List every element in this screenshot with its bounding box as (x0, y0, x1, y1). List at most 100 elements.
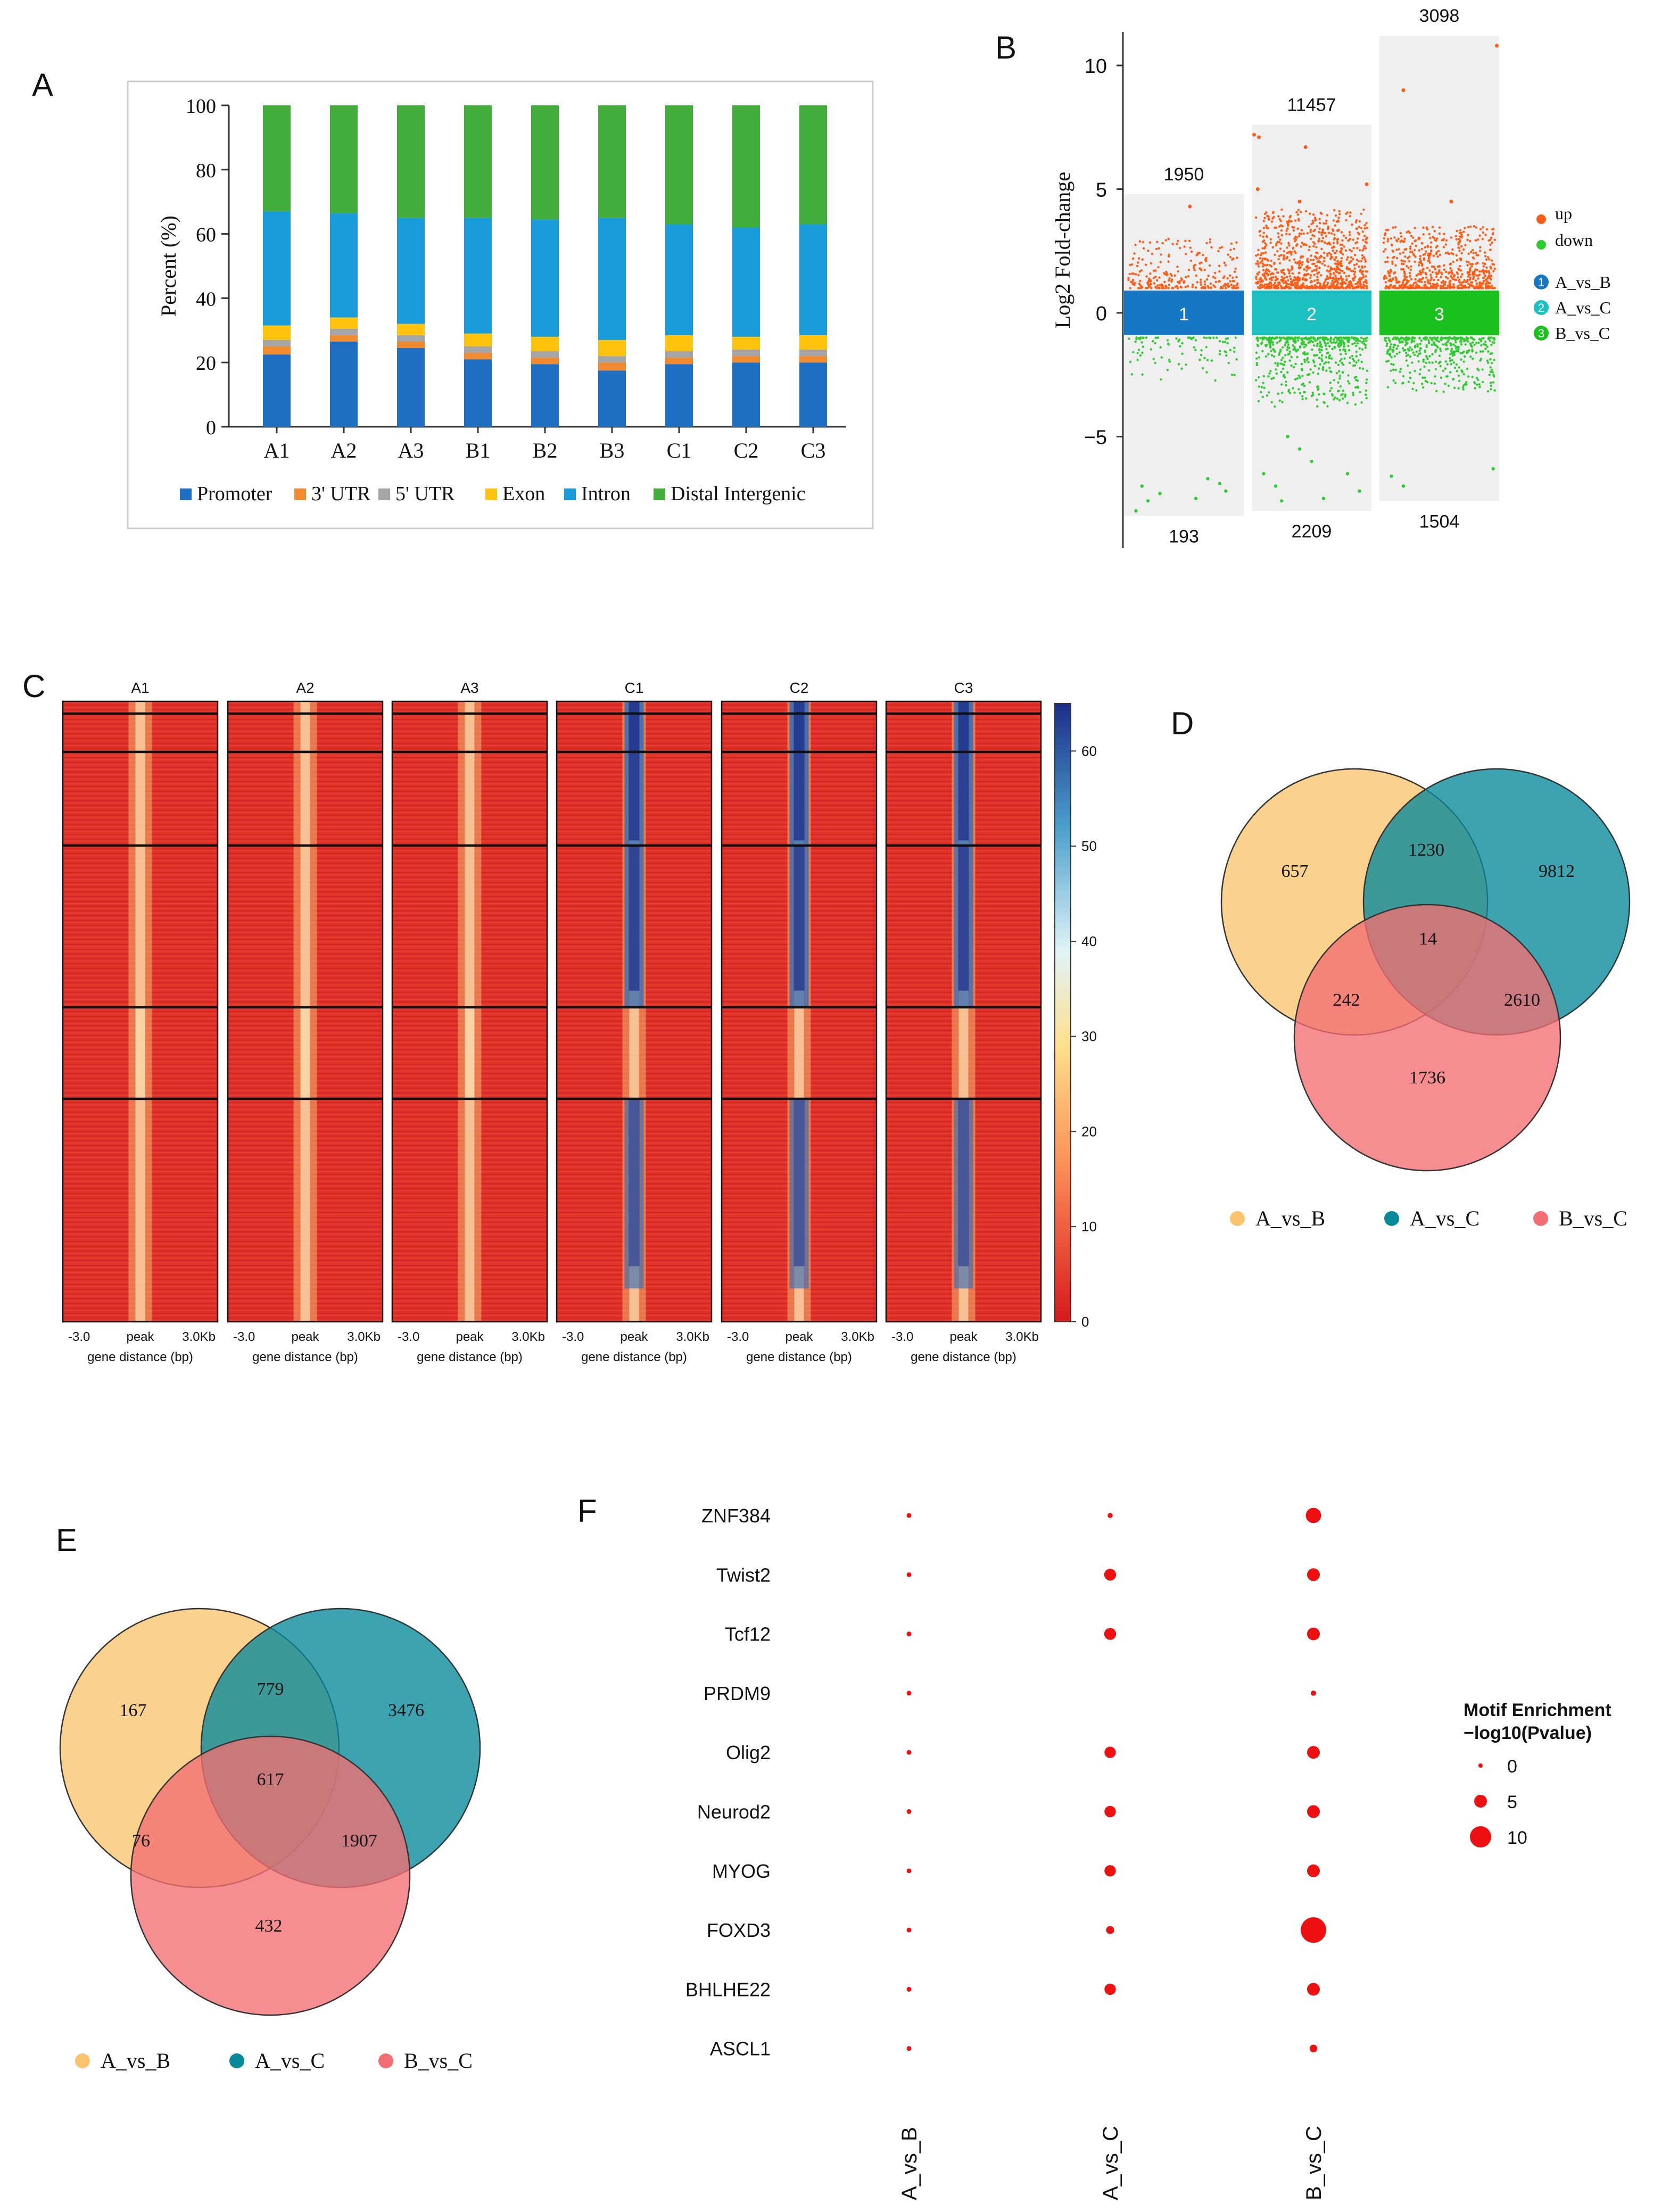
up-point (1341, 231, 1343, 234)
up-point (1324, 264, 1326, 267)
up-point (1462, 281, 1465, 284)
up-point (1309, 274, 1312, 277)
down-point (1463, 355, 1466, 358)
up-point (1282, 257, 1285, 260)
up-point (1149, 279, 1152, 283)
up-point (1154, 269, 1157, 272)
up-point (1291, 272, 1294, 275)
up-point (1473, 225, 1476, 228)
down-point (1418, 349, 1421, 352)
up-point (1411, 242, 1414, 245)
down-point (1416, 343, 1419, 346)
up-point (1478, 281, 1481, 285)
up-point (1490, 287, 1493, 289)
up-point (1134, 243, 1137, 246)
down-point (1413, 353, 1416, 357)
up-point (1259, 280, 1262, 283)
up-point (1424, 280, 1426, 284)
up-point (1151, 252, 1154, 255)
down-point (1444, 367, 1447, 370)
down-point (1463, 339, 1466, 343)
up-point (1485, 228, 1489, 231)
bar-B1-exon (464, 333, 492, 346)
up-point (1205, 278, 1209, 281)
up-point (1309, 212, 1311, 215)
chart-a-ytick-label: 20 (196, 352, 216, 375)
down-point (1329, 339, 1332, 343)
down-point (1280, 370, 1283, 374)
up-point (1427, 254, 1429, 257)
down-point (1317, 388, 1319, 391)
legend-comparison-dot (1534, 326, 1549, 341)
up-point (1315, 218, 1317, 221)
up-point (1176, 266, 1179, 268)
down-point (1278, 352, 1281, 354)
bar-B2-distal-intergenic (531, 105, 559, 220)
up-point (1309, 280, 1312, 284)
legend-swatch-promoter (180, 488, 192, 500)
bar-C3-intron (799, 224, 827, 335)
up-point (1313, 228, 1316, 231)
down-point (1150, 348, 1152, 351)
heatmap-peak-signal-core (793, 1099, 805, 1266)
down-point (1455, 338, 1458, 341)
up-point (1457, 268, 1460, 270)
up-point (1383, 237, 1385, 240)
up-point (1265, 224, 1268, 227)
up-point (1326, 269, 1328, 272)
up-point (1482, 271, 1485, 274)
down-point (1412, 382, 1415, 385)
up-point (1333, 233, 1336, 236)
up-point (1458, 231, 1461, 235)
up-point (1294, 283, 1297, 286)
up-point (1324, 231, 1326, 235)
up-point (1312, 259, 1315, 261)
up-point (1290, 253, 1293, 256)
up-point (1177, 270, 1180, 273)
up-point (1261, 257, 1264, 260)
down-point (1318, 393, 1320, 396)
up-point (1290, 220, 1293, 222)
down-point (1457, 347, 1460, 351)
up-point (1163, 280, 1166, 284)
up-point (1408, 271, 1411, 275)
up-point (1300, 263, 1303, 266)
up-point (1312, 245, 1315, 247)
down-point (1302, 352, 1304, 355)
up-point (1257, 273, 1259, 276)
up-point (1203, 268, 1206, 271)
up-point (1449, 263, 1451, 266)
down-point (1401, 382, 1404, 385)
down-point (1488, 374, 1491, 376)
up-point (1296, 227, 1299, 230)
down-point (1415, 389, 1418, 392)
down-point (1278, 340, 1281, 343)
down-point (1402, 375, 1405, 378)
up-point (1261, 280, 1264, 283)
up-point (1349, 234, 1351, 236)
up-point (1184, 286, 1187, 288)
up-point (1227, 253, 1229, 256)
up-point (1158, 286, 1160, 289)
down-point (1296, 339, 1300, 342)
up-point (1171, 243, 1174, 245)
up-point (1315, 246, 1318, 248)
up-point (1342, 287, 1345, 289)
down-point (1356, 342, 1359, 345)
up-point (1470, 265, 1473, 268)
chart-a-xtick-label: A3 (398, 438, 424, 462)
up-point (1263, 217, 1266, 219)
down-point (1260, 391, 1262, 394)
down-point (1344, 352, 1348, 355)
down-point (1137, 349, 1140, 351)
up-point (1432, 283, 1435, 285)
up-point (1144, 263, 1147, 266)
down-point (1490, 343, 1493, 346)
down-point (1225, 351, 1227, 353)
down-point (1365, 393, 1367, 396)
up-point (1269, 242, 1272, 244)
up-point (1417, 236, 1420, 239)
up-point (1177, 239, 1179, 242)
up-point (1366, 226, 1368, 229)
